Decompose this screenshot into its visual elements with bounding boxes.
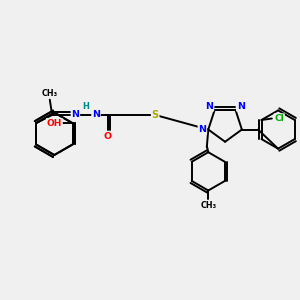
Text: CH₃: CH₃ bbox=[200, 201, 216, 210]
Text: N: N bbox=[92, 110, 100, 119]
Text: Cl: Cl bbox=[274, 114, 284, 123]
Text: N: N bbox=[206, 102, 213, 111]
Text: OH: OH bbox=[47, 119, 62, 128]
Text: N: N bbox=[237, 102, 245, 111]
Text: CH₃: CH₃ bbox=[42, 89, 58, 98]
Text: H: H bbox=[82, 102, 89, 111]
Text: O: O bbox=[104, 132, 112, 141]
Text: S: S bbox=[152, 110, 159, 120]
Text: N: N bbox=[198, 125, 206, 134]
Text: N: N bbox=[71, 110, 80, 119]
